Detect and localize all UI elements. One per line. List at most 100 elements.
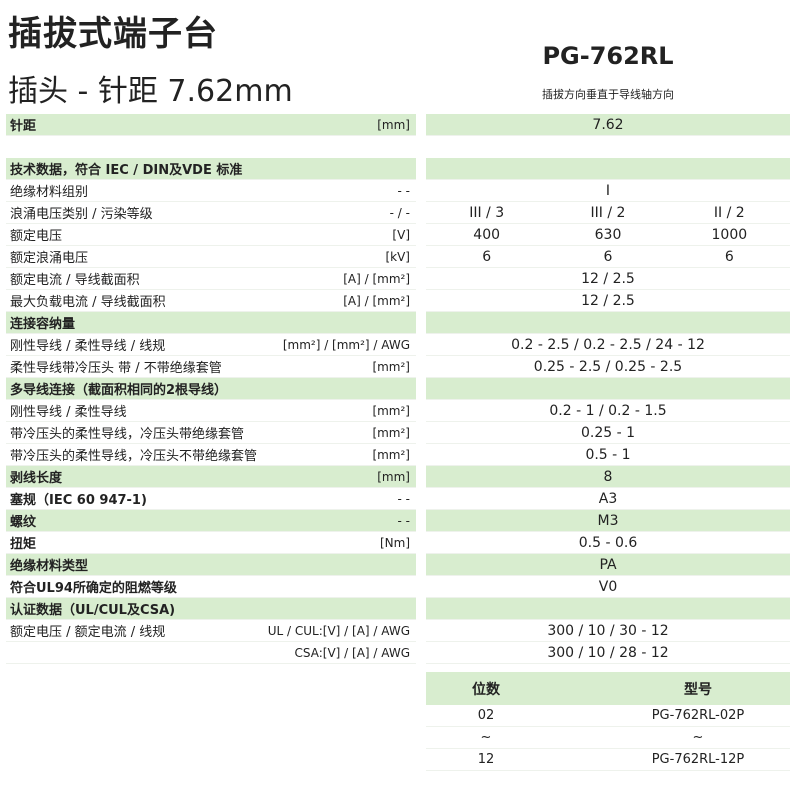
spec-value-cell: M3 <box>426 510 790 532</box>
spec-row: 绝缘材料组别 - - I <box>0 180 800 202</box>
spec-label-cell: 刚性导线 / 柔性导线 / 线规 [mm²] / [mm²] / AWG <box>6 334 416 356</box>
spec-label: 柔性导线带冷压头 带 / 不带绝缘套管 <box>10 361 222 376</box>
spec-value: 6 <box>482 248 492 265</box>
spec-value-cell <box>426 378 790 400</box>
spec-value: 0.2 - 1 / 0.2 - 1.5 <box>549 402 667 419</box>
spec-value-cell <box>426 312 790 334</box>
spec-unit: [mm²] / [mm²] / AWG <box>282 337 410 352</box>
spec-label: 技术数据，符合 IEC / DIN及VDE 标准 <box>10 163 243 178</box>
spec-value-cell: 300 / 10 / 30 - 12 <box>426 620 790 642</box>
model-table: 位数 型号 02 PG-762RL-02P ~ ~12 PG-762RL-12P <box>426 672 790 771</box>
spec-row: 额定浪涌电压 [kV] 6 6 6 <box>0 246 800 268</box>
page-title: 插拔式端子台 <box>8 14 218 54</box>
spec-row: 扭矩 [Nm] 0.5 - 0.6 <box>0 532 800 554</box>
spec-unit: - - <box>397 183 410 198</box>
spec-row: 刚性导线 / 柔性导线 / 线规 [mm²] / [mm²] / AWG 0.2 -… <box>0 334 800 356</box>
spec-unit: - / - <box>389 205 410 220</box>
spec-value-cell: PA <box>426 554 790 576</box>
spec-label: 额定浪涌电压 <box>10 251 89 266</box>
spec-value-cell: 0.25 - 2.5 / 0.25 - 2.5 <box>426 356 790 378</box>
spec-label-cell: 最大负载电流 / 导线截面积 [A] / [mm²] <box>6 290 416 312</box>
spec-row: 额定电压 [V] 400 630 1000 <box>0 224 800 246</box>
spec-label-cell: 绝缘材料组别 - - <box>6 180 416 202</box>
spec-value-cell <box>426 598 790 620</box>
spec-value: I <box>605 182 611 199</box>
spec-value-cell: 300 / 10 / 28 - 12 <box>426 642 790 664</box>
spec-label: 带冷压头的柔性导线，冷压头带绝缘套管 <box>10 427 245 442</box>
model-row: 02 PG-762RL-02P <box>426 705 790 727</box>
spec-label-cell: 技术数据，符合 IEC / DIN及VDE 标准 <box>6 158 416 180</box>
spec-row: 带冷压头的柔性导线，冷压头不带绝缘套管 [mm²] 0.5 - 1 <box>0 444 800 466</box>
spec-label-cell: CSA:[V] / [A] / AWG <box>6 642 416 664</box>
spec-value-cell: 0.5 - 1 <box>426 444 790 466</box>
page-subtitle: 插头 - 针距 7.62mm <box>8 74 293 109</box>
spec-unit: [mm²] <box>372 447 410 462</box>
spec-unit: [A] / [mm²] <box>343 271 410 286</box>
spec-value: II / 2 <box>713 204 745 221</box>
spec-unit: [mm²] <box>372 425 410 440</box>
model-positions: 02 <box>477 708 495 723</box>
spec-value-cell: 8 <box>426 466 790 488</box>
spec-unit: [mm] <box>377 469 410 484</box>
spec-unit: [mm²] <box>372 359 410 374</box>
spec-value-cell: 0.5 - 0.6 <box>426 532 790 554</box>
spec-value: A3 <box>598 490 618 507</box>
spec-label: 绝缘材料类型 <box>10 559 89 574</box>
spec-unit: [mm²] <box>372 403 410 418</box>
spec-unit: [mm] <box>377 117 410 132</box>
spec-label-cell: 额定浪涌电压 [kV] <box>6 246 416 268</box>
spec-label-cell: 针距 [mm] <box>6 114 416 136</box>
spec-label: 绝缘材料组别 <box>10 185 89 200</box>
spec-value: V0 <box>598 578 618 595</box>
spec-label-cell: 塞规（IEC 60 947-1) - - <box>6 488 416 510</box>
spec-label: 最大负载电流 / 导线截面积 <box>10 295 166 310</box>
spec-unit: [kV] <box>385 249 410 264</box>
spec-unit: [Nm] <box>379 535 410 550</box>
spec-value: 0.25 - 2.5 / 0.25 - 2.5 <box>533 358 683 375</box>
spec-row: 刚性导线 / 柔性导线 [mm²] 0.2 - 1 / 0.2 - 1.5 <box>0 400 800 422</box>
spec-label-cell: 带冷压头的柔性导线，冷压头不带绝缘套管 [mm²] <box>6 444 416 466</box>
spec-row: 认证数据（UL/CUL及CSA) <box>0 598 800 620</box>
spec-value-cell: 400 630 1000 <box>426 224 790 246</box>
model-row: 12 PG-762RL-12P <box>426 749 790 771</box>
spec-value-cell: 12 / 2.5 <box>426 290 790 312</box>
spec-unit: [V] <box>392 227 410 242</box>
spec-label: 针距 <box>10 119 37 134</box>
spec-unit: CSA:[V] / [A] / AWG <box>294 645 410 660</box>
spec-row <box>0 136 800 158</box>
spec-value-cell: III / 3 III / 2 II / 2 <box>426 202 790 224</box>
spec-label-cell: 认证数据（UL/CUL及CSA) <box>6 598 416 620</box>
spec-label: 浪涌电压类别 / 污染等级 <box>10 207 153 222</box>
spec-row: 带冷压头的柔性导线，冷压头带绝缘套管 [mm²] 0.25 - 1 <box>0 422 800 444</box>
model-row: ~ ~ <box>426 727 790 749</box>
spec-value-cell: 12 / 2.5 <box>426 268 790 290</box>
spec-table: 针距 [mm] 7.62 技术数据，符合 IEC / DIN及VDE 标准 绝缘材料组别… <box>0 114 800 664</box>
spec-value-cell: 0.2 - 1 / 0.2 - 1.5 <box>426 400 790 422</box>
spec-value-cell: 0.25 - 1 <box>426 422 790 444</box>
spec-label: 符合UL94所确定的阻燃等级 <box>10 581 177 596</box>
spec-value-cell: 7.62 <box>426 114 790 136</box>
spec-value: 300 / 10 / 30 - 12 <box>547 622 669 639</box>
spec-label-cell: 额定电压 / 额定电流 / 线规 UL / CUL:[V] / [A] / AWG <box>6 620 416 642</box>
spec-label-cell: 多导线连接（截面积相同的2根导线） <box>6 378 416 400</box>
spec-label: 额定电压 / 额定电流 / 线规 <box>10 625 166 640</box>
model-positions: ~ <box>480 730 492 745</box>
spec-row: 符合UL94所确定的阻燃等级 V0 <box>0 576 800 598</box>
spec-label-cell: 柔性导线带冷压头 带 / 不带绝缘套管 [mm²] <box>6 356 416 378</box>
spec-row: 多导线连接（截面积相同的2根导线） <box>0 378 800 400</box>
spec-label: 认证数据（UL/CUL及CSA) <box>10 603 176 618</box>
spec-row: 连接容纳量 <box>0 312 800 334</box>
model-caption: 插拔方向垂直于导线轴方向 <box>542 88 674 101</box>
spec-value-cell <box>426 158 790 180</box>
spec-label: 多导线连接（截面积相同的2根导线） <box>10 383 228 398</box>
header-model: 型号 <box>684 681 712 698</box>
spec-row: 额定电压 / 额定电流 / 线规 UL / CUL:[V] / [A] / AWG… <box>0 620 800 642</box>
spec-value: 630 <box>594 226 622 243</box>
spec-label-cell: 刚性导线 / 柔性导线 [mm²] <box>6 400 416 422</box>
spec-label: 额定电流 / 导线截面积 <box>10 273 140 288</box>
spec-label-cell: 额定电压 [V] <box>6 224 416 246</box>
spec-value: M3 <box>597 512 619 529</box>
model-part-number: PG-762RL-02P <box>651 708 745 723</box>
spec-value: 400 <box>473 226 501 243</box>
spec-value: 6 <box>724 248 734 265</box>
